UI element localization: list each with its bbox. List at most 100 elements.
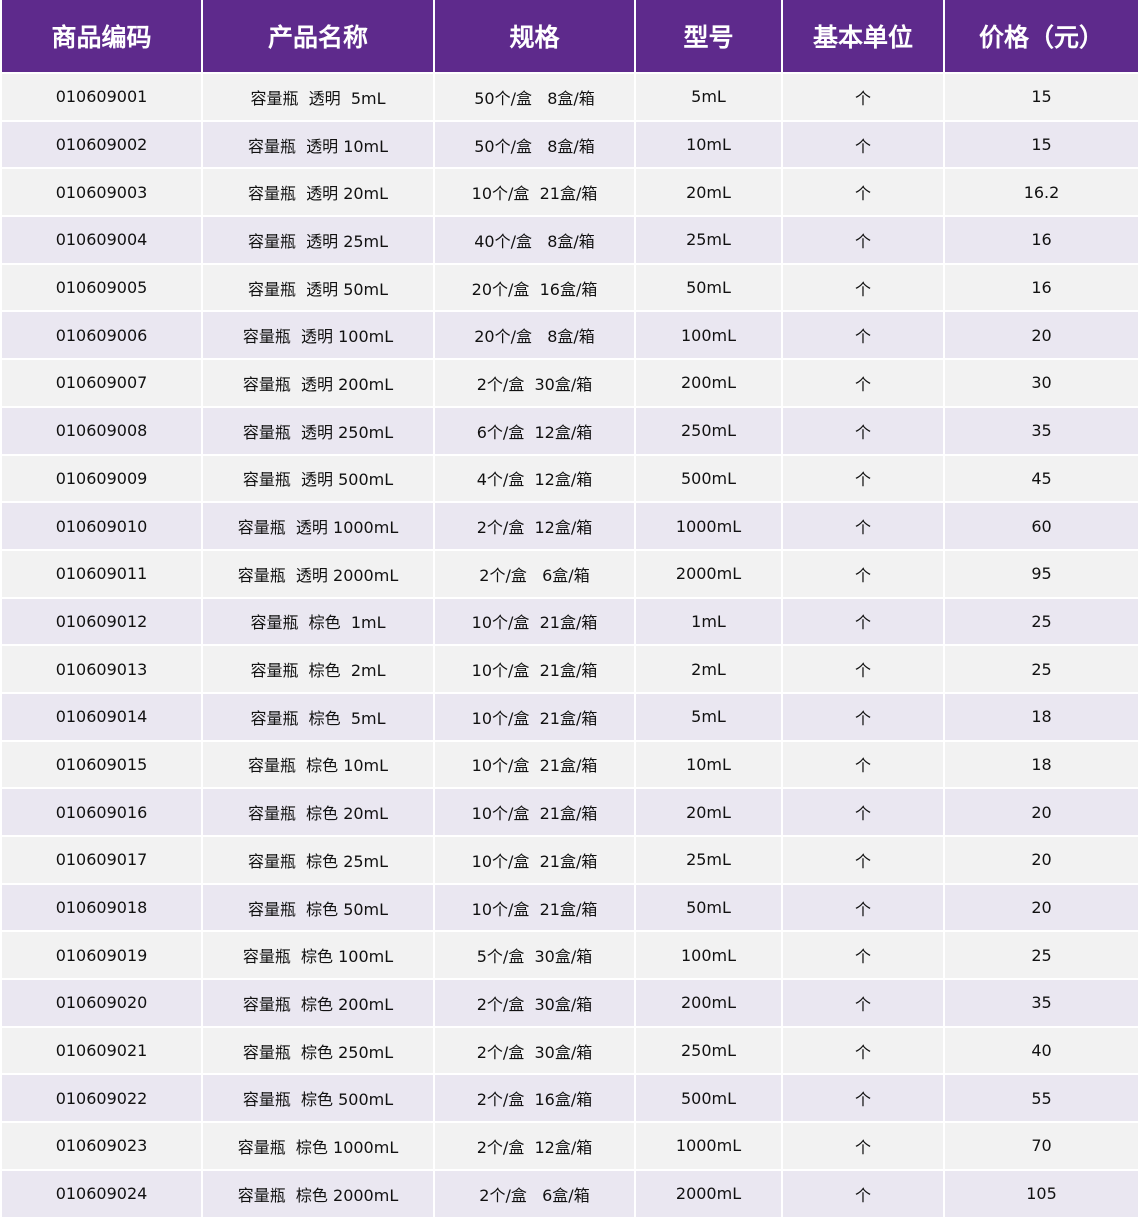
price-cell: 25 [943, 644, 1138, 694]
product-code-cell: 010609015 [0, 739, 203, 790]
product-code-cell: 010609022 [0, 1073, 203, 1124]
specification-cell: 4个/盒 12盒/箱 [433, 453, 636, 504]
table-row: 010609002 容量瓶 透明 10mL 50个/盒 8盒/箱 10mL 个 15 [0, 119, 1138, 170]
product-code-cell: 010609016 [0, 787, 203, 837]
specification-cell: 2个/盒 30盒/箱 [433, 358, 636, 408]
table-row: 010609024 容量瓶 棕色 2000mL 2个/盒 6盒/箱 2000mL 个 10… [0, 1168, 1138, 1219]
product-code-cell: 010609024 [0, 1168, 203, 1219]
product-name-cell: 容量瓶 透明 20mL [201, 167, 435, 218]
specification-cell: 20个/盒 8盒/箱 [433, 310, 636, 361]
specification-cell: 10个/盒 21盒/箱 [433, 835, 636, 885]
base-unit-cell: 个 [781, 1168, 945, 1219]
table-row: 010609004 容量瓶 透明 25mL 40个/盒 8盒/箱 25mL 个 16 [0, 215, 1138, 265]
base-unit-cell: 个 [781, 310, 945, 361]
specification-cell: 2个/盒 6盒/箱 [433, 548, 636, 599]
product-code-cell: 010609019 [0, 930, 203, 981]
table-row: 010609016 容量瓶 棕色 20mL 10个/盒 21盒/箱 20mL 个 20 [0, 787, 1138, 837]
model-cell: 2000mL [634, 548, 783, 599]
table-row: 010609021 容量瓶 棕色 250mL 2个/盒 30盒/箱 250mL 个 40 [0, 1025, 1138, 1076]
product-code-cell: 010609021 [0, 1025, 203, 1076]
table-row: 010609005 容量瓶 透明 50mL 20个/盒 16盒/箱 50mL 个 16 [0, 262, 1138, 313]
model-cell: 250mL [634, 405, 783, 456]
base-unit-cell: 个 [781, 405, 945, 456]
price-cell: 18 [943, 739, 1138, 790]
model-cell: 200mL [634, 358, 783, 408]
product-name-cell: 容量瓶 棕色 2000mL [201, 1168, 435, 1219]
base-unit-cell: 个 [781, 882, 945, 933]
model-cell: 10mL [634, 739, 783, 790]
base-unit-cell: 个 [781, 167, 945, 218]
product-name-cell: 容量瓶 透明 2000mL [201, 548, 435, 599]
model-cell: 25mL [634, 835, 783, 885]
price-cell: 55 [943, 1073, 1138, 1124]
model-cell: 100mL [634, 310, 783, 361]
product-code-cell: 010609012 [0, 596, 203, 647]
price-cell: 16 [943, 215, 1138, 265]
table-header-row: 商品编码 产品名称 规格 型号 基本单位 价格（元） [0, 0, 1138, 74]
base-unit-cell: 个 [781, 453, 945, 504]
table-row: 010609003 容量瓶 透明 20mL 10个/盒 21盒/箱 20mL 个 16.2 [0, 167, 1138, 218]
product-code-cell: 010609014 [0, 691, 203, 742]
specification-cell: 50个/盒 8盒/箱 [433, 119, 636, 170]
table-row: 010609001 容量瓶 透明 5mL 50个/盒 8盒/箱 5mL 个 15 [0, 72, 1138, 122]
product-name-cell: 容量瓶 透明 5mL [201, 72, 435, 122]
table-body: 010609001 容量瓶 透明 5mL 50个/盒 8盒/箱 5mL 个 15 01060… [0, 72, 1138, 1219]
product-name-cell: 容量瓶 透明 100mL [201, 310, 435, 361]
table-row: 010609007 容量瓶 透明 200mL 2个/盒 30盒/箱 200mL 个 30 [0, 358, 1138, 408]
specification-cell: 6个/盒 12盒/箱 [433, 405, 636, 456]
table-row: 010609009 容量瓶 透明 500mL 4个/盒 12盒/箱 500mL 个 45 [0, 453, 1138, 504]
price-cell: 40 [943, 1025, 1138, 1076]
model-cell: 500mL [634, 453, 783, 504]
base-unit-cell: 个 [781, 1025, 945, 1076]
model-cell: 1000mL [634, 1121, 783, 1171]
product-name-cell: 容量瓶 棕色 50mL [201, 882, 435, 933]
specification-cell: 10个/盒 21盒/箱 [433, 882, 636, 933]
product-code-cell: 010609010 [0, 501, 203, 551]
specification-cell: 2个/盒 30盒/箱 [433, 978, 636, 1028]
product-code-cell: 010609013 [0, 644, 203, 694]
model-cell: 20mL [634, 167, 783, 218]
specification-cell: 10个/盒 21盒/箱 [433, 691, 636, 742]
price-cell: 16.2 [943, 167, 1138, 218]
model-cell: 250mL [634, 1025, 783, 1076]
model-cell: 50mL [634, 262, 783, 313]
model-cell: 2mL [634, 644, 783, 694]
price-cell: 20 [943, 882, 1138, 933]
model-cell: 25mL [634, 215, 783, 265]
table-row: 010609008 容量瓶 透明 250mL 6个/盒 12盒/箱 250mL 个 35 [0, 405, 1138, 456]
price-cell: 20 [943, 787, 1138, 837]
price-cell: 15 [943, 119, 1138, 170]
specification-cell: 10个/盒 21盒/箱 [433, 596, 636, 647]
table-row: 010609006 容量瓶 透明 100mL 20个/盒 8盒/箱 100mL 个 20 [0, 310, 1138, 361]
product-name-cell: 容量瓶 棕色 5mL [201, 691, 435, 742]
base-unit-cell: 个 [781, 644, 945, 694]
product-code-cell: 010609006 [0, 310, 203, 361]
specification-cell: 2个/盒 12盒/箱 [433, 1121, 636, 1171]
product-name-cell: 容量瓶 透明 250mL [201, 405, 435, 456]
product-name-cell: 容量瓶 透明 25mL [201, 215, 435, 265]
product-code-cell: 010609023 [0, 1121, 203, 1171]
table-row: 010609013 容量瓶 棕色 2mL 10个/盒 21盒/箱 2mL 个 25 [0, 644, 1138, 694]
product-code-cell: 010609009 [0, 453, 203, 504]
product-name-cell: 容量瓶 棕色 20mL [201, 787, 435, 837]
base-unit-cell: 个 [781, 215, 945, 265]
product-code-cell: 010609017 [0, 835, 203, 885]
product-name-cell: 容量瓶 棕色 2mL [201, 644, 435, 694]
price-cell: 25 [943, 596, 1138, 647]
model-cell: 1000mL [634, 501, 783, 551]
table-row: 010609015 容量瓶 棕色 10mL 10个/盒 21盒/箱 10mL 个 18 [0, 739, 1138, 790]
base-unit-cell: 个 [781, 691, 945, 742]
price-cell: 45 [943, 453, 1138, 504]
model-cell: 500mL [634, 1073, 783, 1124]
product-code-cell: 010609005 [0, 262, 203, 313]
price-cell: 95 [943, 548, 1138, 599]
base-unit-cell: 个 [781, 1121, 945, 1171]
model-cell: 20mL [634, 787, 783, 837]
price-cell: 20 [943, 310, 1138, 361]
product-name-cell: 容量瓶 棕色 100mL [201, 930, 435, 981]
base-unit-cell: 个 [781, 835, 945, 885]
table-row: 010609018 容量瓶 棕色 50mL 10个/盒 21盒/箱 50mL 个 20 [0, 882, 1138, 933]
specification-cell: 40个/盒 8盒/箱 [433, 215, 636, 265]
price-cell: 16 [943, 262, 1138, 313]
